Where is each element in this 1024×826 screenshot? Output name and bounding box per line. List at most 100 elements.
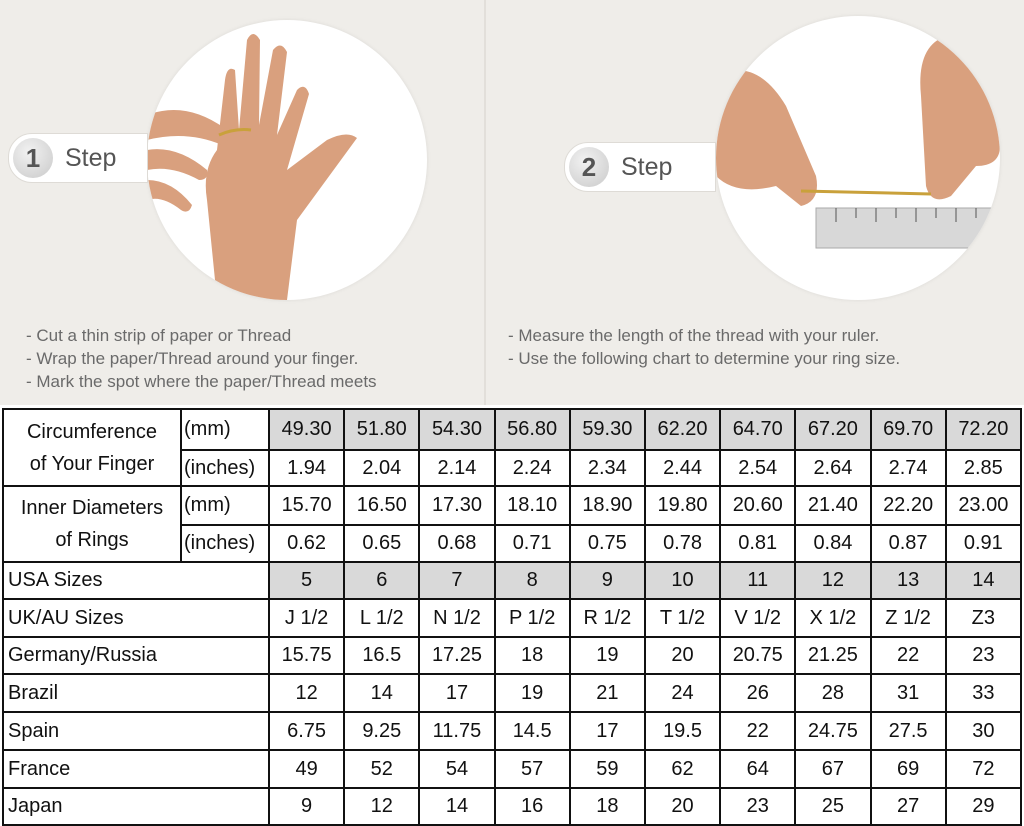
table-cell: 54.30 [418,408,496,451]
ring-size-table: Circumference of Your Finger (mm) 49.30 51.8… [2,408,1023,826]
table-cell: 17 [568,711,646,751]
table-cell: 67.20 [794,408,872,451]
unit-label: (inches) [180,449,270,487]
table-cell: 15.70 [267,485,346,526]
table-row: (inches) 0.62 0.65 0.68 0.71 0.75 0.78 0.81 0.84… [3,524,1023,563]
divider [484,0,486,405]
table-cell: 54 [418,749,496,789]
table-cell: 24.75 [794,711,872,751]
instruction: - Cut a thin strip of paper or Thread [26,326,292,345]
table-cell: 69 [869,749,947,789]
table-cell: 2.44 [643,449,722,487]
table-cell: 2.74 [869,449,947,487]
table-cell: 19 [568,636,646,675]
table-cell: 17.25 [418,636,496,675]
table-cell: 0.87 [869,524,947,563]
table-cell: P 1/2 [493,598,571,638]
table-cell: 0.75 [568,524,646,563]
step1-number: 1 [13,138,53,178]
table-cell: 59 [568,749,646,789]
table-cell: 12 [343,787,421,826]
table-cell: 5 [267,561,346,600]
table-cell: 20 [643,787,722,826]
table-cell: 23.00 [944,485,1023,526]
table-cell: 22 [869,636,947,675]
table-cell: 27 [869,787,947,826]
table-cell: 28 [794,673,872,713]
table-row: France 49 52 54 57 59 62 64 67 69 72 [2,749,1023,789]
table-cell: 20.75 [719,636,797,675]
table-cell: 64 [719,749,797,789]
step2-instructions: - Measure the length of the thread with … [508,324,900,370]
table-cell: 18.90 [568,485,646,526]
table-cell: 49 [267,749,346,789]
row-label: USA Sizes [2,561,270,600]
table-row: USA Sizes 5 6 7 8 9 10 11 12 13 14 [2,561,1023,600]
table-cell: 18.10 [493,485,571,526]
circumference-label: Circumference of Your Finger [2,408,182,487]
table-cell: 7 [418,561,496,600]
table-cell: 9 [267,787,346,826]
table-cell: 0.62 [267,524,346,563]
table-cell: 49.30 [267,408,346,451]
table-cell: 57 [493,749,571,789]
table-cell: 29 [944,787,1023,826]
table-cell: 22 [719,711,797,751]
table-cell: Z 1/2 [869,598,947,638]
table-cell: 64.70 [719,408,797,451]
table-cell: 9 [568,561,646,600]
table-cell: 0.81 [719,524,797,563]
table-cell: 9.25 [343,711,421,751]
table-cell: 2.24 [493,449,571,487]
table-cell: X 1/2 [794,598,872,638]
table-cell: 2.04 [343,449,421,487]
table-cell: 59.30 [568,408,646,451]
table-cell: 11 [719,561,797,600]
table-cell: V 1/2 [719,598,797,638]
table-cell: 17 [418,673,496,713]
row-label: France [2,749,270,789]
table-cell: 0.68 [418,524,496,563]
table-cell: 1.94 [267,449,346,487]
step2-badge: 2 Step [564,142,716,192]
table-cell: 69.70 [869,408,947,451]
table-cell: 19.80 [643,485,722,526]
table-cell: 0.78 [643,524,722,563]
row-label: Brazil [2,673,270,713]
table-cell: 21.25 [794,636,872,675]
label-line: of Rings [55,529,129,551]
row-label: UK/AU Sizes [2,598,270,638]
table-cell: 20.60 [719,485,797,526]
table-cell: 0.71 [493,524,571,563]
table-cell: 16.5 [343,636,421,675]
label-line: Circumference [26,420,158,443]
table-cell: 52 [343,749,421,789]
table-cell: R 1/2 [568,598,646,638]
table-cell: 10 [643,561,722,600]
table-cell: 21.40 [794,485,872,526]
table-cell: 19.5 [643,711,722,751]
table-cell: 51.80 [343,408,421,451]
table-cell: 30 [944,711,1023,751]
table-cell: 15.75 [267,636,346,675]
table-cell: 17.30 [418,485,496,526]
table-cell: 26 [719,673,797,713]
table-cell: 23 [719,787,797,826]
diameter-label: Inner Diameters of Rings [2,485,182,563]
table-cell: 8 [493,561,571,600]
table-cell: 72 [944,749,1023,789]
table-cell: 18 [568,787,646,826]
instruction: - Wrap the paper/Thread around your fing… [26,349,359,368]
table-cell: 6.75 [267,711,346,751]
table-cell: 13 [869,561,947,600]
table-cell: 62.20 [643,408,722,451]
table-cell: 33 [944,673,1023,713]
instruction: - Mark the spot where the paper/Thread m… [26,372,377,391]
table-cell: N 1/2 [418,598,496,638]
hand-wrapping-thread-icon [147,34,357,300]
step2-ruler-image [716,16,1000,300]
table-cell: 12 [267,673,346,713]
table-cell: 67 [794,749,872,789]
unit-label: (mm) [180,408,270,451]
table-cell: 16 [493,787,571,826]
